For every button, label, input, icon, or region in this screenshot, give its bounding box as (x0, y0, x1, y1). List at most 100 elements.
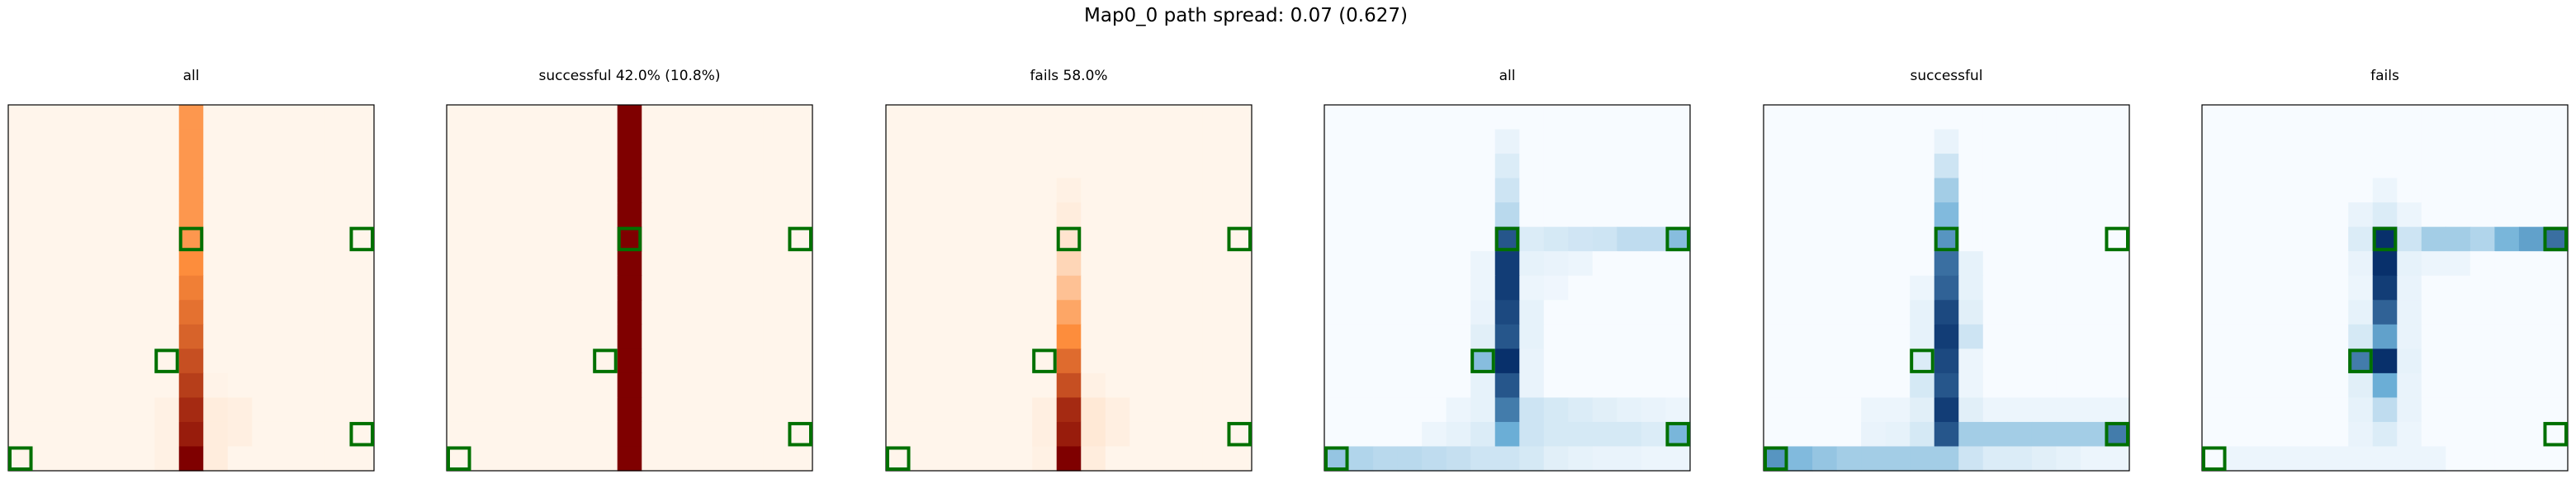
heatmap-cell (1836, 275, 1862, 301)
heatmap-cell (8, 300, 34, 325)
heatmap-cell (1885, 251, 1911, 277)
heatmap-cell (2056, 105, 2081, 130)
heatmap-cell (2299, 178, 2325, 203)
heatmap-cell (57, 129, 83, 154)
heatmap-cell (106, 349, 131, 374)
heatmap-cell (544, 421, 570, 448)
panel-frame (446, 104, 813, 472)
heatmap-cell (739, 446, 765, 472)
heatmap-cell (959, 275, 984, 301)
heatmap-cell (447, 226, 472, 252)
heatmap-cell (1032, 154, 1058, 179)
heatmap-cell (2348, 324, 2374, 349)
heatmap-cell (544, 300, 570, 325)
heatmap-cell (1494, 324, 1520, 349)
heatmap-cell (983, 251, 1009, 277)
heatmap-cell (2007, 251, 2033, 277)
heatmap-cell (910, 202, 935, 228)
heatmap-cell (1543, 275, 1569, 301)
heatmap-cell (1812, 275, 1838, 301)
heatmap-cell (1836, 154, 1862, 179)
heatmap-cell (203, 275, 229, 301)
heatmap-cell (2518, 349, 2545, 374)
heatmap-cell (2105, 421, 2130, 448)
heatmap-cell (1982, 275, 2008, 301)
heatmap-cell (1032, 129, 1058, 154)
heatmap-cell (1153, 129, 1179, 154)
heatmap-cell (1885, 202, 1911, 228)
heatmap-cell (1324, 349, 1350, 374)
heatmap-cell (2348, 226, 2374, 252)
heatmap-cell (2494, 202, 2520, 228)
heatmap-cell (2348, 154, 2374, 179)
heatmap-cell (203, 154, 229, 179)
heatmap-cell (1494, 372, 1520, 398)
heatmap-cell (2372, 349, 2398, 374)
heatmap-cell (227, 129, 253, 154)
heatmap-cell (154, 226, 180, 252)
heatmap-cell (1641, 178, 1667, 203)
heatmap-cell (2372, 105, 2398, 130)
heatmap-cell (81, 446, 107, 472)
heatmap-cell (130, 226, 155, 252)
heatmap-cell (301, 251, 326, 277)
panel-frame (7, 104, 375, 472)
heatmap-cell (935, 300, 960, 325)
heatmap-cell (544, 446, 570, 472)
heatmap-cell (1348, 324, 1374, 349)
heatmap-cell (227, 349, 253, 374)
heatmap-cell (935, 324, 960, 349)
heatmap-cell (593, 300, 618, 325)
heatmap-cell (2397, 421, 2422, 448)
heatmap-cell (788, 251, 813, 277)
heatmap-cell (2031, 154, 2057, 179)
heatmap-cell (2494, 129, 2520, 154)
heatmap-cell (617, 251, 642, 277)
heatmap-cell (447, 202, 472, 228)
heatmap-cell (642, 202, 667, 228)
heatmap-cell (1665, 105, 1691, 130)
heatmap-cell (324, 178, 351, 203)
heatmap-cell (1324, 275, 1350, 301)
heatmap-cell (2421, 300, 2446, 325)
heatmap-cell (739, 397, 765, 423)
heatmap-cell (2056, 349, 2081, 374)
heatmap-cell (324, 226, 351, 252)
heatmap-cell (2105, 202, 2130, 228)
heatmap-cell (2080, 372, 2106, 398)
heatmap-cell (2031, 446, 2057, 472)
heatmap-cell (2080, 105, 2106, 130)
heatmap-cell (495, 226, 521, 252)
heatmap-cell (642, 300, 667, 325)
heatmap-cell (349, 275, 375, 301)
heatmap-cell (324, 372, 351, 398)
heatmap-cell (2226, 372, 2252, 398)
heatmap-cell (1885, 275, 1911, 301)
heatmap-cell (788, 178, 813, 203)
heatmap-cell (130, 251, 155, 277)
heatmap-cell (1836, 421, 1862, 448)
heatmap-cell (1056, 202, 1082, 228)
heatmap-cell (1446, 129, 1471, 154)
heatmap-cell (2469, 372, 2495, 398)
heatmap-cell (2299, 105, 2325, 130)
heatmap-cell (227, 446, 253, 472)
heatmap-cell (1227, 372, 1252, 398)
heatmap-cell (1007, 349, 1033, 374)
heatmap-cell (1105, 129, 1130, 154)
heatmap-cell (983, 421, 1009, 448)
heatmap-cell (252, 349, 277, 374)
heatmap-cell (1422, 251, 1447, 277)
heatmap-cell (2494, 154, 2520, 179)
heatmap-cell (2056, 202, 2081, 228)
heatmap-cell (1934, 324, 1959, 349)
heatmap-cell (130, 421, 155, 448)
heatmap-cell (1470, 446, 1496, 472)
heatmap-cell (1032, 275, 1058, 301)
heatmap-cell (1861, 421, 1887, 448)
heatmap-cell (1178, 178, 1204, 203)
heatmap-cell (252, 226, 277, 252)
heatmap-cell (130, 349, 155, 374)
heatmap-cell (2105, 154, 2130, 179)
heatmap-cell (1519, 324, 1545, 349)
